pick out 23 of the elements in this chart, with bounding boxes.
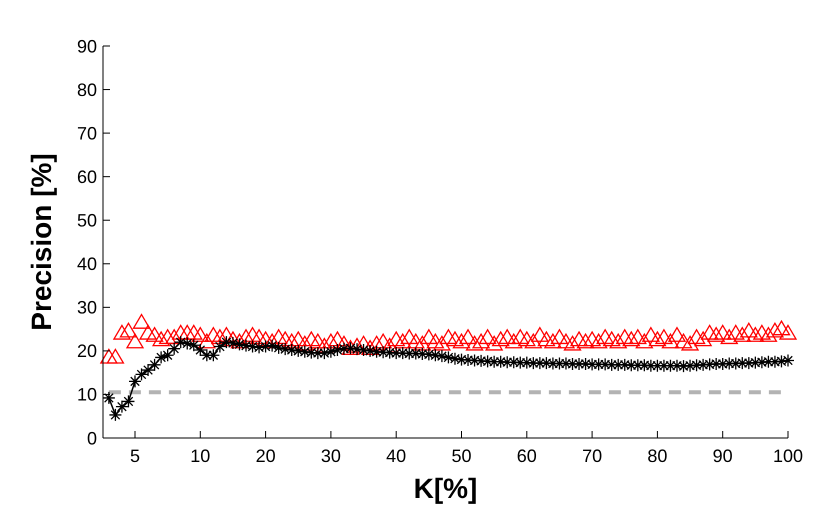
x-tick-label: 40 xyxy=(386,446,406,466)
y-axis-title: Precision [%] xyxy=(26,153,57,331)
x-tick-label: 100 xyxy=(772,446,804,466)
y-tick-label: 10 xyxy=(76,384,97,405)
x-tick-label: 30 xyxy=(320,446,341,466)
y-tick-label: 50 xyxy=(76,210,97,231)
x-tick-label: 80 xyxy=(647,446,668,466)
y-tick-label: 90 xyxy=(76,36,97,56)
y-tick-label: 20 xyxy=(76,341,97,362)
y-tick-label: 60 xyxy=(76,166,97,187)
y-tick-label: 80 xyxy=(76,80,97,100)
x-tick-label: 5 xyxy=(130,446,140,466)
y-tick-label: 0 xyxy=(86,428,97,448)
x-tick-label: 60 xyxy=(516,446,537,466)
x-tick-label: 10 xyxy=(190,446,210,466)
x-tick-label: 70 xyxy=(582,446,602,466)
y-tick-label: 70 xyxy=(76,123,97,144)
x-tick-label: 20 xyxy=(256,446,276,466)
x-tick-label: 50 xyxy=(451,446,472,466)
y-tick-label: 30 xyxy=(76,298,97,318)
x-tick-label: 90 xyxy=(712,446,733,466)
x-axis-title: K[%] xyxy=(414,473,478,504)
y-tick-label: 40 xyxy=(76,254,97,274)
